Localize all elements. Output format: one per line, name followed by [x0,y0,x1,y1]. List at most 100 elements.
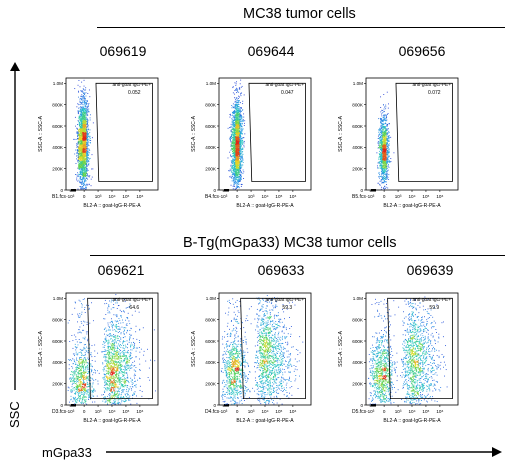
event-dot [238,128,240,130]
event-dot [240,146,242,148]
event-dot [237,154,239,156]
event-dot [235,160,237,162]
event-dot [84,99,86,101]
event-dot [240,161,242,163]
event-dot [81,141,83,143]
event-dot [87,110,89,112]
event-dot [86,130,88,132]
event-dot [239,135,241,137]
event-dot [230,141,232,143]
event-dot [83,176,85,178]
event-dot [81,154,83,155]
event-dot [238,137,240,138]
event-dot [381,148,383,150]
event-dot [76,146,78,148]
event-dot [237,169,239,171]
event-dot [235,166,237,168]
event-dot [75,132,77,134]
event-dot [79,136,81,138]
event-dot [83,139,85,141]
event-dot [385,159,387,161]
event-dot [237,177,239,178]
event-dot [83,97,85,99]
event-dot [230,149,232,151]
event-dot [87,149,89,151]
event-dot [379,132,381,133]
event-dot [236,146,238,148]
event-dot [86,153,88,155]
event-dot [84,119,86,121]
event-dot [85,143,87,144]
event-dot [234,100,236,102]
event-dot [237,115,238,116]
x-tick-label: -10³ [66,194,75,199]
event-dot [80,123,82,125]
event-dot [234,119,236,121]
event-dot [80,142,82,144]
event-dot [81,144,83,146]
event-dot [233,125,235,127]
event-dot [240,145,242,147]
event-dot [86,126,88,128]
event-dot [231,169,233,171]
event-dot [237,151,239,153]
event-dot [86,135,88,137]
event-dot [235,129,237,131]
event-dot [235,128,237,130]
event-dot [77,167,79,169]
event-dot [243,142,245,144]
event-dot [235,150,237,152]
event-dot [89,141,91,143]
event-dot [81,113,83,115]
event-dot [85,184,87,186]
event-dot [77,175,79,177]
event-dot [238,123,240,125]
event-dot [80,159,82,161]
event-dot [79,155,81,157]
event-dot [237,152,239,154]
event-dot [82,175,84,177]
event-dot [230,156,232,158]
event-dot [81,121,83,122]
event-dot [236,155,237,157]
event-dot [80,188,82,190]
event-dot [87,151,89,153]
event-dot [87,133,89,135]
event-dot [234,158,236,160]
event-dot [241,164,243,166]
event-dot [83,142,85,143]
event-dot [380,120,382,122]
event-dot [80,159,82,161]
event-dot [83,132,85,134]
event-dot [81,138,83,140]
event-dot [383,116,385,118]
event-dot [80,126,82,128]
event-dot [234,113,236,115]
event-dot [231,137,233,139]
axis-break-marker [71,189,76,192]
event-dot [84,120,86,122]
event-dot [86,133,88,135]
event-dot [233,159,235,161]
event-dot [238,148,240,150]
event-dot [85,159,87,161]
event-dot [240,118,242,119]
event-dot [382,153,384,155]
event-dot [239,161,241,163]
event-dot [84,141,86,143]
event-dot [86,160,88,162]
event-dot [77,161,79,163]
event-dot [240,145,242,146]
event-dot [82,124,84,126]
event-dot [84,136,86,138]
event-dot [238,150,240,151]
event-dot [81,115,83,117]
event-dot [236,133,238,135]
event-dot [84,149,86,151]
event-dot [234,125,236,127]
event-dot [232,173,234,175]
event-dot [79,125,81,127]
event-dot [379,163,381,165]
event-dot [77,151,79,153]
event-dot [83,124,85,126]
